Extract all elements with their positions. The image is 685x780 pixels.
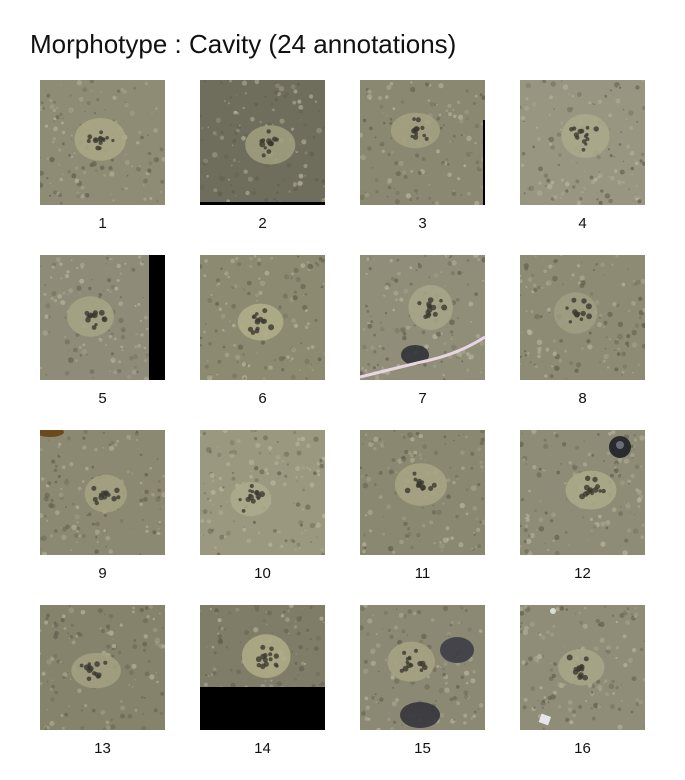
specimen-thumbnail bbox=[520, 605, 645, 730]
specimen-thumbnail bbox=[360, 430, 485, 555]
thumbnail-label: 10 bbox=[254, 565, 271, 582]
thumbnail-label: 8 bbox=[578, 390, 587, 407]
specimen-thumbnail bbox=[520, 80, 645, 205]
thumbnail-label: 11 bbox=[414, 565, 431, 582]
specimen-thumbnail bbox=[40, 430, 165, 555]
specimen-thumbnail bbox=[200, 80, 325, 205]
specimen-thumbnail bbox=[40, 605, 165, 730]
specimen-thumbnail bbox=[520, 255, 645, 380]
specimen-thumbnail bbox=[40, 80, 165, 205]
thumbnail-label: 2 bbox=[258, 215, 267, 232]
thumbnail-label: 12 bbox=[574, 565, 591, 582]
thumbnail-label: 13 bbox=[94, 740, 111, 757]
thumbnail-label: 6 bbox=[258, 390, 267, 407]
thumbnail-label: 16 bbox=[574, 740, 591, 757]
thumbnail-label: 9 bbox=[98, 565, 107, 582]
thumbnail-label: 5 bbox=[98, 390, 107, 407]
specimen-thumbnail bbox=[360, 255, 485, 380]
thumbnail-label: 7 bbox=[418, 390, 427, 407]
specimen-thumbnail bbox=[360, 605, 485, 730]
figure-title: Morphotype : Cavity (24 annotations) bbox=[30, 29, 457, 59]
thumbnail-label: 15 bbox=[414, 740, 431, 757]
thumbnail-label: 4 bbox=[578, 215, 587, 232]
thumbnail-label: 3 bbox=[418, 215, 427, 232]
specimen-thumbnail bbox=[200, 255, 325, 380]
specimen-thumbnail bbox=[200, 605, 325, 730]
thumbnail-label: 1 bbox=[98, 215, 107, 232]
specimen-thumbnail bbox=[200, 430, 325, 555]
specimen-thumbnail bbox=[40, 255, 165, 380]
specimen-thumbnail bbox=[360, 80, 485, 205]
thumbnail-label: 14 bbox=[254, 740, 271, 757]
specimen-thumbnail bbox=[520, 430, 645, 555]
